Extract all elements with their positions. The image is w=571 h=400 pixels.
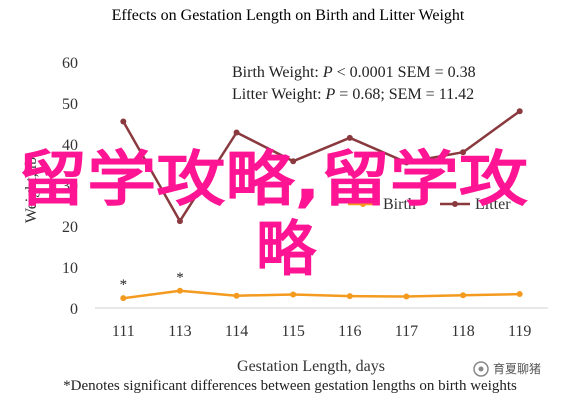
stat-litter-rest: = 0.68; SEM = 11.42 [335,86,474,103]
legend-marker-birth [360,201,366,207]
x-tick-label: 118 [451,323,474,340]
watermark-icon-dot [478,366,484,372]
legend-label-litter: Litter [475,196,511,213]
x-tick-labels: 111 113 114 115 116 117 118 119 [112,323,531,340]
stat-birth-rest: < 0.0001 SEM = 0.38 [333,64,476,81]
chart-title: Effects on Gestation Length on Birth and… [112,7,465,24]
stat-litter: Litter Weight: P = 0.68; SEM = 11.42 [232,86,474,103]
legend-label-birth: Birth [383,196,416,213]
data-point-litter [120,118,127,125]
overlay-line-2: 略 [256,215,317,285]
series-layer [120,108,523,302]
y-tick-label: 50 [62,96,78,113]
data-point-litter [346,134,353,141]
data-point-birth [233,292,240,299]
data-point-litter [290,158,297,165]
data-point-birth [176,287,183,294]
x-tick-label: 117 [395,323,418,340]
text-overlay: 留学攻略,留学攻 略 [18,145,529,285]
x-tick-label: 114 [225,323,248,340]
watermark-icon [473,361,489,377]
stat-litter-label: Litter Weight: [232,86,326,103]
y-tick-label: 20 [62,219,78,236]
significance-mark: * [120,277,128,293]
data-point-birth [346,293,353,300]
data-point-birth [460,292,467,299]
data-point-birth [403,293,410,300]
stats-box: Birth Weight: P < 0.0001 SEM = 0.38 Litt… [232,64,476,103]
y-tick-label: 60 [62,55,78,72]
data-point-birth [120,295,127,302]
y-tick-labels: 0 10 20 30 40 50 60 [62,55,78,318]
series-line-litter [122,110,521,223]
data-point-litter [460,149,467,156]
y-axis-label-group: Weight, lb [23,157,40,223]
y-tick-label: 40 [62,137,78,154]
x-axis-label: Gestation Length, days [237,358,385,375]
data-point-litter [176,218,183,225]
significance-mark: * [176,270,184,286]
stat-birth-p: P [322,64,333,81]
stat-birth: Birth Weight: P < 0.0001 SEM = 0.38 [232,64,476,81]
legend: Birth Litter [348,196,511,213]
overlay-line-1: 留学攻略,留学攻 [18,145,529,215]
significance-marks: * * [120,270,184,293]
data-point-litter [403,159,410,166]
x-tick-label: 115 [281,323,304,340]
x-tick-label: 113 [168,323,191,340]
y-tick-label: 30 [62,178,78,195]
x-tick-label: 111 [112,323,135,340]
data-point-litter [516,108,523,115]
series-line-birth [123,289,520,300]
legend-marker-litter [452,201,458,207]
watermark-text: 育夏聊猪 [493,361,541,376]
stat-litter-p: P [325,86,336,103]
data-point-litter [233,129,240,136]
data-point-birth [290,291,297,298]
x-tick-label: 116 [338,323,361,340]
x-tick-label: 119 [508,323,531,340]
stat-birth-label: Birth Weight: [232,64,323,81]
data-point-birth [516,291,523,298]
y-tick-label: 0 [70,301,78,318]
y-tick-label: 10 [62,260,78,277]
y-axis-label: Weight, lb [23,157,40,223]
watermark: 育夏聊猪 [473,361,541,377]
footnote: *Denotes significant differences between… [63,378,517,394]
